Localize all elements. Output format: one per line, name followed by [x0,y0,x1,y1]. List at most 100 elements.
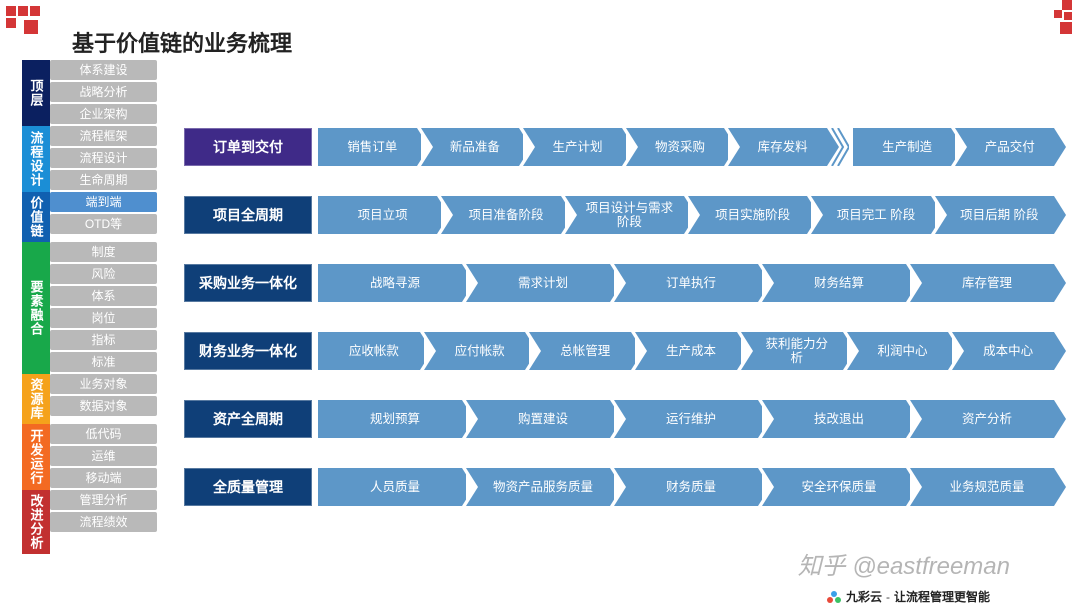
chevron-step[interactable]: 库存发料 [728,128,827,166]
chevron-step[interactable]: 项目立项 [318,196,437,234]
chevron-step[interactable]: 产品交付 [955,128,1054,166]
sidebar-item[interactable]: 岗位 [50,308,157,328]
chevron-step[interactable]: 人员质量 [318,468,462,506]
chevron-step-label: 获利能力分析 [765,337,828,366]
chevron-step[interactable]: 生产成本 [635,332,737,370]
chevron-step[interactable]: 项目后期 阶段 [935,196,1054,234]
chevron-step-label: 项目实施阶段 [715,208,790,222]
sidebar-tab[interactable]: 改进分析 [22,490,50,554]
sidebar-item[interactable]: 移动端 [50,468,157,488]
chevron-step-label: 应付帐款 [455,344,505,358]
sidebar-tab[interactable]: 价值链 [22,192,50,242]
chevron-step[interactable]: 需求计划 [466,264,610,302]
chevron-step-label: 运行维护 [666,412,716,426]
chevron-step[interactable]: 成本中心 [952,332,1054,370]
chevron-step[interactable]: 生产制造 [853,128,952,166]
process-row: 订单到交付销售订单新品准备生产计划物资采购库存发料生产制造产品交付 [184,128,1058,166]
sidebar-item[interactable]: OTD等 [50,214,157,234]
sidebar-item[interactable]: 流程框架 [50,126,157,146]
sidebar-item[interactable]: 体系建设 [50,60,157,80]
chevron-step[interactable]: 销售订单 [318,128,417,166]
chevron-step[interactable]: 业务规范质量 [910,468,1054,506]
chevron-step-label: 技改退出 [814,412,864,426]
sidebar-item[interactable]: 指标 [50,330,157,350]
chevron-step[interactable]: 规划预算 [318,400,462,438]
chevron-step[interactable]: 利润中心 [847,332,949,370]
chevron-step-label: 项目完工 阶段 [837,208,915,222]
chevron-step[interactable]: 库存管理 [910,264,1054,302]
chevron-step[interactable]: 应付帐款 [424,332,526,370]
row-label: 财务业务一体化 [184,332,312,370]
chevron-step-label: 生产计划 [552,140,602,154]
sidebar-tab[interactable]: 流程设计 [22,126,50,192]
sidebar-item[interactable]: 企业架构 [50,104,157,124]
chevron-step-label: 生产制造 [882,140,932,154]
sidebar-tab[interactable]: 开发运行 [22,424,50,490]
chevron-step-label: 战略寻源 [370,276,420,290]
row-label: 采购业务一体化 [184,264,312,302]
chevron-step-label: 人员质量 [370,480,420,494]
chevron-step[interactable]: 新品准备 [421,128,520,166]
double-chevron-icon [831,128,849,166]
brand-sep: - [886,590,890,604]
chevron-step-label: 库存发料 [758,140,808,154]
chevron-step[interactable]: 物资产品服务质量 [466,468,610,506]
brand-name: 九彩云 [846,588,882,605]
process-row: 采购业务一体化 战略寻源 需求计划 订单执行 财务结算 库存管理 [184,264,1058,302]
chevron-step[interactable]: 项目设计与需求阶段 [565,196,684,234]
chevron-track: 规划预算购置建设 运行维护 技改退出 资产分析 [318,400,1058,438]
sidebar-item[interactable]: 管理分析 [50,490,157,510]
chevron-step-label: 利润中心 [877,344,927,358]
chevron-step[interactable]: 资产分析 [910,400,1054,438]
sidebar-item[interactable]: 运维 [50,446,157,466]
sidebar-item[interactable]: 低代码 [50,424,157,444]
sidebar-item[interactable]: 数据对象 [50,396,157,416]
sidebar-item[interactable]: 风险 [50,264,157,284]
sidebar-item[interactable]: 流程绩效 [50,512,157,532]
chevron-step[interactable]: 财务质量 [614,468,758,506]
chevron-track: 战略寻源 需求计划 订单执行 财务结算 库存管理 [318,264,1058,302]
chevron-step-label: 财务质量 [666,480,716,494]
chevron-step[interactable]: 应收帐款 [318,332,420,370]
chevron-track: 项目立项项目准备阶段项目设计与需求阶段 项目实施阶段 项目完工 阶段 项目后期 阶段 [318,196,1058,234]
chevron-step-label: 物资产品服务质量 [493,480,593,494]
chevron-step[interactable]: 财务结算 [762,264,906,302]
chevron-step-label: 需求计划 [518,276,568,290]
chevron-step[interactable]: 获利能力分析 [741,332,843,370]
chevron-step[interactable]: 订单执行 [614,264,758,302]
chevron-step[interactable]: 总帐管理 [529,332,631,370]
chevron-step-label: 库存管理 [962,276,1012,290]
sidebar-tab[interactable]: 顶层 [22,60,50,126]
sidebar-item[interactable]: 战略分析 [50,82,157,102]
sidebar-group: 顶层体系建设战略分析企业架构 [22,60,157,126]
chevron-step[interactable]: 项目实施阶段 [688,196,807,234]
chevron-step[interactable]: 安全环保质量 [762,468,906,506]
chevron-step-label: 项目设计与需求阶段 [586,201,674,230]
chevron-step[interactable]: 物资采购 [626,128,725,166]
sidebar-item[interactable]: 标准 [50,352,157,372]
page-title: 基于价值链的业务梳理 [72,26,292,58]
sidebar-tab[interactable]: 要素融合 [22,242,50,374]
sidebar-item[interactable]: 流程设计 [50,148,157,168]
chevron-step[interactable]: 运行维护 [614,400,758,438]
sidebar-item[interactable]: 制度 [50,242,157,262]
chevron-step[interactable]: 生产计划 [523,128,622,166]
sidebar-tab[interactable]: 资源库 [22,374,50,424]
chevron-step[interactable]: 购置建设 [466,400,610,438]
sidebar-item[interactable]: 生命周期 [50,170,157,190]
chevron-step-label: 订单执行 [666,276,716,290]
chevron-step[interactable]: 项目准备阶段 [441,196,560,234]
chevron-step[interactable]: 战略寻源 [318,264,462,302]
sidebar-group: 开发运行低代码运维移动端 [22,424,157,490]
chevron-step-label: 应收帐款 [349,344,399,358]
row-label: 项目全周期 [184,196,312,234]
chevron-step[interactable]: 技改退出 [762,400,906,438]
row-label: 资产全周期 [184,400,312,438]
sidebar-item[interactable]: 体系 [50,286,157,306]
chevron-step[interactable]: 项目完工 阶段 [811,196,930,234]
sidebar-item[interactable]: 业务对象 [50,374,157,394]
chevron-step-label: 物资采购 [655,140,705,154]
process-row: 财务业务一体化 应收帐款 应付帐款 总帐管理生产成本获利能力分析 利润中心 成本中心 [184,332,1058,370]
sidebar-item[interactable]: 端到端 [50,192,157,212]
brand-icon [826,589,842,605]
